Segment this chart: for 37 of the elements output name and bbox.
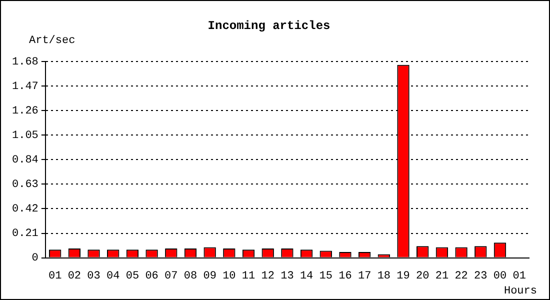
y-tick-label: 1.26: [12, 105, 38, 118]
y-tick-label: 0.21: [12, 228, 39, 240]
y-tick-label: 1.47: [12, 80, 38, 93]
x-tick-label: 13: [280, 270, 294, 282]
chart-title: Incoming articles: [208, 19, 330, 34]
x-tick-label: 05: [126, 270, 140, 282]
y-tick-label: 0.63: [12, 179, 38, 192]
x-axis-title: Hours: [504, 285, 537, 298]
y-tick-label: 1.05: [12, 130, 38, 142]
x-tick-label: 02: [68, 270, 82, 282]
y-tick-label: 1.68: [12, 56, 38, 68]
x-tick-label: 10: [222, 270, 236, 282]
x-tick-label: 11: [242, 270, 256, 282]
x-tick-label: 14: [300, 270, 314, 282]
x-tick-label: 03: [87, 270, 100, 282]
x-tick-label: 00: [493, 270, 507, 282]
x-tick-label: 15: [319, 270, 332, 282]
x-tick-label: 16: [338, 270, 352, 282]
x-tick-label: 01: [48, 270, 62, 282]
y-axis-title: Art/sec: [29, 34, 76, 47]
x-tick-label: 04: [106, 270, 120, 282]
x-tick-label: 09: [203, 270, 216, 282]
x-tick-label: 12: [261, 270, 274, 282]
x-tick-label: 17: [358, 270, 372, 282]
x-tick-label: 07: [164, 270, 178, 282]
x-tick-label: 20: [416, 270, 430, 282]
x-tick-label: 21: [435, 270, 449, 282]
x-tick-label: 18: [377, 270, 391, 282]
x-tick-label: 22: [454, 270, 468, 282]
y-tick-label: 0.84: [12, 154, 39, 167]
x-tick-label: 06: [145, 270, 158, 282]
x-tick-label: 19: [396, 270, 410, 282]
x-tick-label: 23: [474, 270, 488, 282]
x-tick-label: 01: [512, 270, 526, 282]
y-tick-label: 0.42: [12, 204, 38, 216]
x-tick-label: 08: [184, 270, 198, 282]
y-tick-label: 0: [32, 252, 38, 265]
